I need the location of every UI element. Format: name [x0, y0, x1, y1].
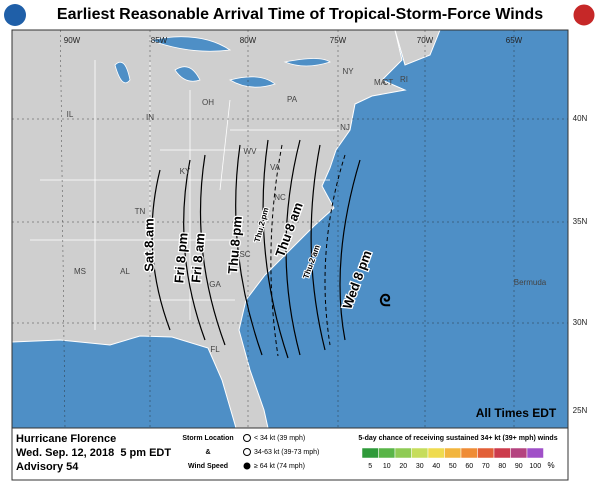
longitude-label: 70W: [417, 36, 434, 45]
place-label: NC: [274, 193, 286, 202]
scale-label: 80: [498, 463, 506, 470]
place-label: NJ: [340, 123, 350, 132]
scale-swatch: [444, 447, 462, 459]
scale-swatch: [526, 447, 544, 459]
advisory-date: Wed. Sep. 12, 2018 5 pm EDT: [16, 447, 171, 459]
storm-name: Hurricane Florence: [16, 433, 116, 445]
scale-label: 10: [383, 463, 391, 470]
scale-swatch: [361, 447, 379, 459]
place-label: GA: [209, 280, 221, 289]
symbol-hu: [243, 462, 251, 470]
scale-label: 5: [368, 463, 372, 470]
scale-title: 5-day chance of receiving sustained 34+ …: [358, 435, 557, 442]
longitude-label: 75W: [330, 36, 347, 45]
legend-title: Wind Speed: [188, 463, 228, 470]
wind-class: 34-63 kt (39-73 mph): [254, 449, 319, 456]
scale-label: 50: [449, 463, 457, 470]
longitude-label: 65W: [506, 36, 523, 45]
storm-symbol: ᘓ: [379, 293, 390, 310]
scale-label: 60: [465, 463, 473, 470]
place-label: NY: [342, 67, 354, 76]
place-label: AL: [120, 267, 130, 276]
scale-swatch: [394, 447, 412, 459]
place-label: TN: [135, 207, 146, 216]
scale-label: 90: [515, 463, 523, 470]
place-label: IN: [146, 113, 154, 122]
nws-logo: [572, 3, 596, 27]
longitude-label: 90W: [64, 36, 81, 45]
scale-label: 40: [432, 463, 440, 470]
contour-label: Sat 8 am: [141, 218, 156, 271]
place-label: OH: [202, 98, 214, 107]
wind-class: < 34 kt (39 mph): [254, 435, 305, 442]
scale-swatch: [411, 447, 429, 459]
wind-class: ≥ 64 kt (74 mph): [254, 463, 305, 470]
place-label: Bermuda: [514, 278, 547, 287]
scale-swatch: [378, 447, 396, 459]
scale-swatch: [427, 447, 445, 459]
place-label: WV: [244, 147, 258, 156]
latitude-label: 30N: [573, 318, 588, 327]
place-label: IL: [67, 110, 74, 119]
title: Earliest Reasonable Arrival Time of Trop…: [57, 6, 543, 23]
scale-swatch: [477, 447, 495, 459]
contour-label: Fri 8 am: [188, 232, 207, 283]
latitude-label: 25N: [573, 406, 588, 415]
symbol-td: [243, 434, 251, 442]
scale-unit: %: [548, 461, 555, 470]
place-label: PA: [287, 95, 298, 104]
time-note: All Times EDT: [476, 406, 557, 420]
place-label: VA: [270, 163, 281, 172]
legend-title: Storm Location: [182, 435, 233, 442]
legend-title: &: [205, 449, 210, 456]
place-label: MS: [74, 267, 86, 276]
latitude-label: 35N: [573, 217, 588, 226]
scale-swatch: [510, 447, 528, 459]
scale-label: 20: [399, 463, 407, 470]
contour-label: Thu 8 pm: [225, 215, 245, 274]
place-label: RI: [400, 75, 408, 84]
scale-label: 30: [416, 463, 424, 470]
scale-label: 70: [482, 463, 490, 470]
scale-swatch: [493, 447, 511, 459]
place-label: MA: [374, 78, 387, 87]
longitude-label: 80W: [240, 36, 257, 45]
longitude-label: 85W: [151, 36, 168, 45]
advisory-number: Advisory 54: [16, 461, 79, 473]
latitude-label: 40N: [573, 114, 588, 123]
scale-swatch: [460, 447, 478, 459]
place-label: CT: [383, 78, 394, 87]
scale-label: 100: [529, 463, 541, 470]
place-label: FL: [210, 345, 220, 354]
symbol-ts: [243, 448, 251, 456]
place-label: KY: [180, 167, 191, 176]
place-label: SC: [239, 250, 250, 259]
noaa-logo: [4, 4, 26, 26]
contour-label: Fri 8 pm: [171, 232, 190, 284]
